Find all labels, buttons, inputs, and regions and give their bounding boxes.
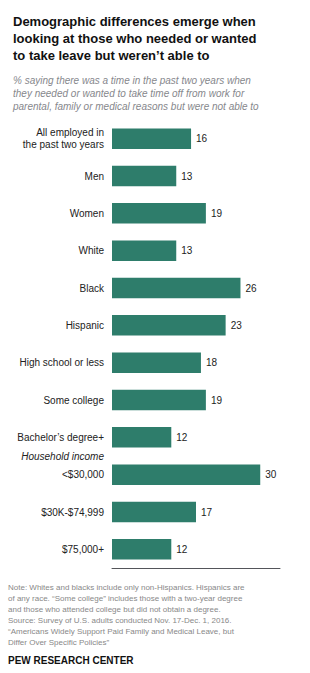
svg-text:All employed in: All employed in: [36, 127, 104, 138]
svg-text:17: 17: [201, 507, 213, 518]
svg-text:to take leave but weren’t able: to take leave but weren’t able to: [13, 48, 210, 63]
svg-text:Demographic differences emerge: Demographic differences emerge when: [13, 14, 256, 29]
svg-text:White: White: [78, 245, 104, 256]
svg-text:Differ Over Specific Policies”: Differ Over Specific Policies”: [8, 638, 110, 647]
svg-text:Source: Survey of U.S. adults: Source: Survey of U.S. adults conducted …: [8, 616, 232, 625]
svg-text:30: 30: [265, 469, 277, 480]
svg-text:$30K-$74,999: $30K-$74,999: [41, 507, 104, 518]
svg-text:% saying there was a time in t: % saying there was a time in the past tw…: [13, 75, 251, 86]
svg-text:PEW RESEARCH CENTER: PEW RESEARCH CENTER: [8, 655, 134, 666]
svg-text:26: 26: [245, 283, 257, 294]
svg-text:they needed or wanted to take: they needed or wanted to take time off f…: [13, 88, 245, 99]
svg-text:Men: Men: [85, 171, 104, 182]
svg-text:18: 18: [206, 357, 218, 368]
svg-text:High school or less: High school or less: [20, 357, 104, 368]
svg-text:12: 12: [176, 544, 188, 555]
svg-text:“Americans Widely Support Paid: “Americans Widely Support Paid Family an…: [8, 627, 235, 636]
svg-text:19: 19: [211, 395, 223, 406]
svg-text:Household income: Household income: [21, 451, 104, 462]
svg-text:Black: Black: [80, 283, 105, 294]
svg-text:and those who attended college: and those who attended college but did n…: [8, 605, 221, 614]
svg-text:$75,000+: $75,000+: [62, 544, 104, 555]
svg-text:Hispanic: Hispanic: [66, 320, 104, 331]
svg-text:13: 13: [181, 245, 193, 256]
svg-text:the past two years: the past two years: [23, 139, 104, 150]
svg-text:Note: Whites and blacks includ: Note: Whites and blacks include only non…: [8, 583, 245, 592]
svg-text:looking at those who needed or: looking at those who needed or wanted: [13, 31, 256, 46]
svg-text:19: 19: [211, 208, 223, 219]
svg-text:16: 16: [196, 133, 208, 144]
svg-text:of any race. “Some college” in: of any race. “Some college” includes tho…: [8, 594, 243, 603]
svg-text:Women: Women: [70, 208, 104, 219]
svg-text:13: 13: [181, 171, 193, 182]
svg-text:Some college: Some college: [43, 395, 104, 406]
svg-text:23: 23: [231, 320, 243, 331]
svg-text:parental, family or medical re: parental, family or medical reasons but …: [12, 101, 259, 112]
svg-text:<$30,000: <$30,000: [62, 469, 104, 480]
svg-text:Bachelor’s degree+: Bachelor’s degree+: [17, 432, 104, 443]
svg-text:12: 12: [176, 432, 188, 443]
